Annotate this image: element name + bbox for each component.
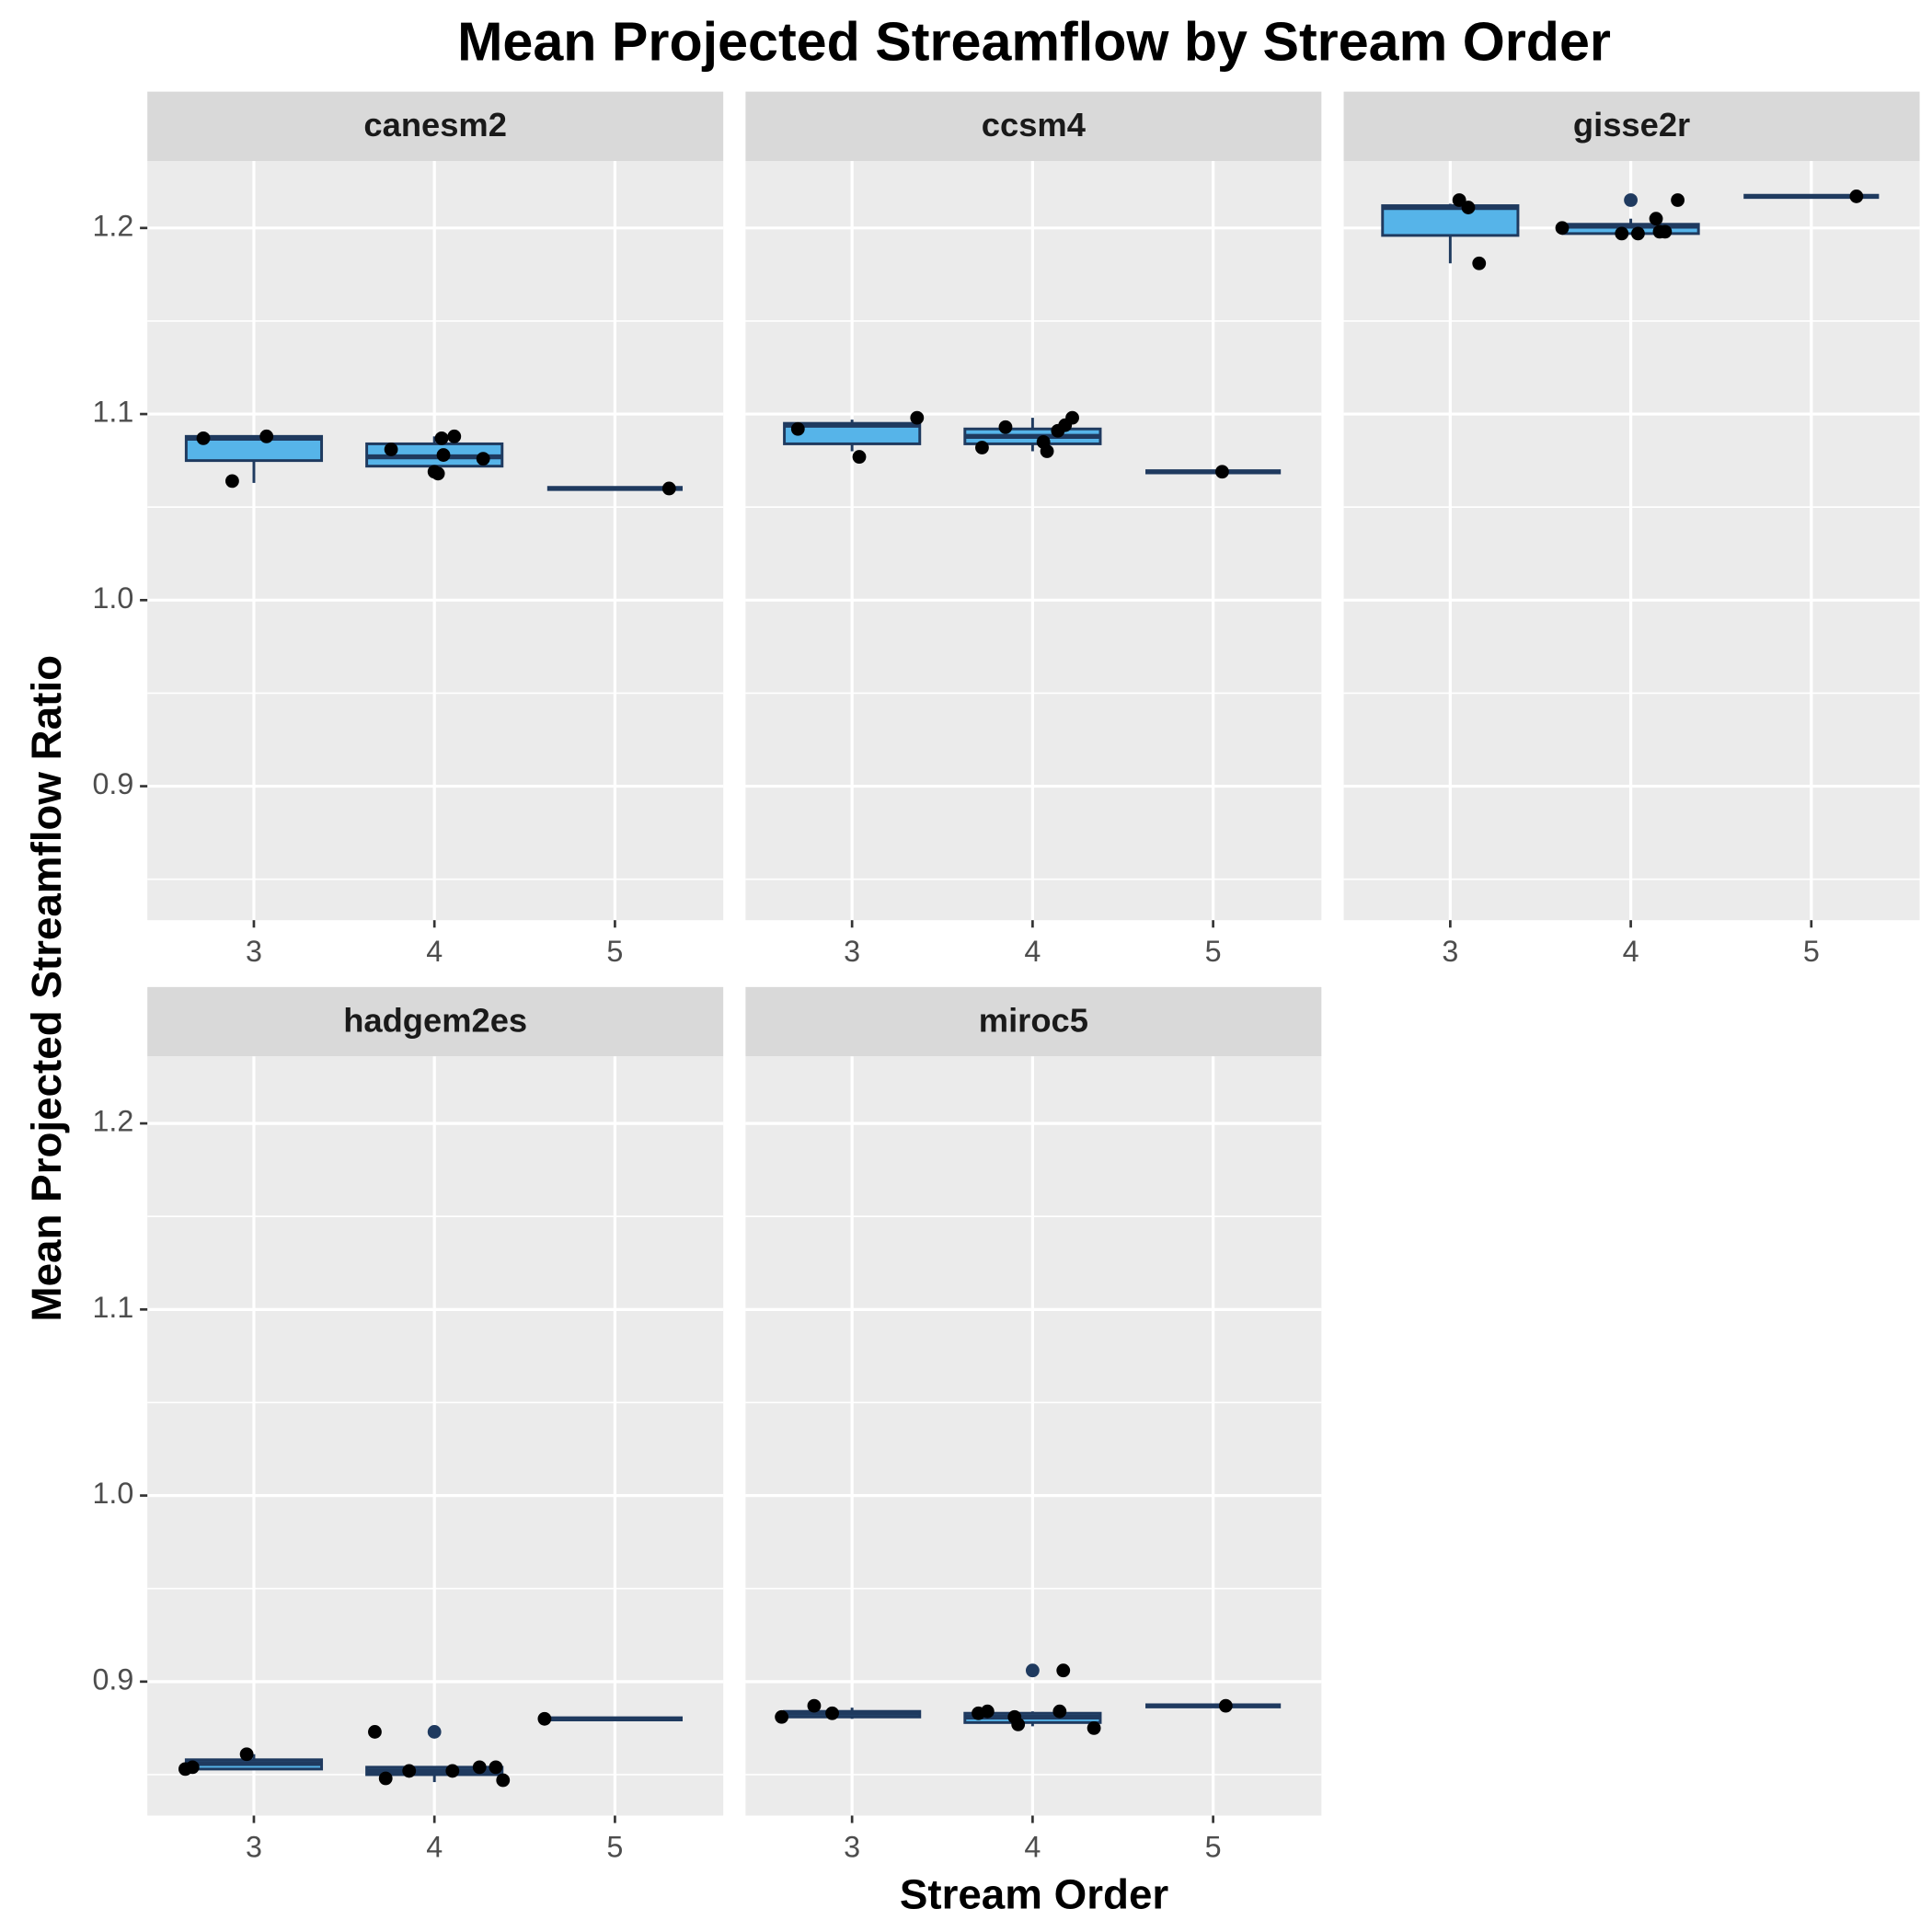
y-tick-label: 1.1 — [92, 396, 133, 429]
x-tick-label: 5 — [606, 935, 623, 968]
point — [434, 431, 449, 445]
facet: miroc5 3 4 5 — [745, 986, 1322, 1863]
point — [1087, 1720, 1101, 1735]
point — [239, 1747, 254, 1762]
facet: hadgem2es 3 4 5 0.9 1.0 1.1 1.2 — [92, 986, 724, 1863]
point — [225, 474, 239, 489]
point — [775, 1709, 789, 1724]
x-tick-label: 5 — [606, 1830, 623, 1863]
box — [1381, 204, 1520, 237]
point — [259, 429, 274, 443]
point — [1658, 224, 1673, 239]
x-tick-label: 4 — [1024, 1830, 1041, 1863]
x-tick-label: 3 — [246, 1830, 262, 1863]
point — [537, 1711, 552, 1726]
x-axis-label: Stream Order — [900, 1870, 1169, 1917]
point — [476, 452, 490, 466]
point — [1615, 226, 1629, 241]
point — [489, 1760, 503, 1775]
strip — [745, 91, 1322, 161]
x-tick-label: 4 — [1623, 935, 1639, 968]
strip — [147, 986, 724, 1057]
point — [790, 421, 805, 436]
point — [807, 1698, 822, 1713]
point — [1649, 212, 1663, 226]
x-tick-label: 3 — [844, 935, 860, 968]
y-axis-label: Mean Projected Streamflow Ratio — [23, 655, 70, 1322]
x-tick-label: 4 — [1024, 935, 1041, 968]
point — [368, 1725, 382, 1739]
outlier — [427, 1725, 442, 1739]
point — [185, 1760, 200, 1775]
point — [1631, 226, 1645, 241]
point — [998, 420, 1013, 434]
facet: canesm2 3 4 5 0.9 1.0 1.1 1.2 — [92, 91, 724, 968]
point — [661, 481, 676, 496]
facet-title: miroc5 — [979, 1002, 1088, 1040]
y-tick-label: 1.0 — [92, 1477, 133, 1510]
point — [472, 1760, 487, 1775]
point — [402, 1764, 417, 1778]
x-tick-label: 5 — [1803, 935, 1820, 968]
point — [1065, 410, 1079, 425]
point — [980, 1704, 995, 1719]
x-tick-label: 5 — [1205, 1830, 1222, 1863]
y-tick-label: 1.1 — [92, 1291, 133, 1324]
strip — [147, 91, 724, 161]
facet-title: hadgem2es — [343, 1002, 527, 1040]
y-tick-label: 0.9 — [92, 767, 133, 800]
x-tick-label: 3 — [844, 1830, 860, 1863]
facet-title: canesm2 — [363, 106, 507, 144]
x-tick-label: 3 — [246, 935, 262, 968]
x-tick-label: 4 — [426, 935, 443, 968]
facet: gisse2r 3 4 5 — [1343, 91, 1920, 968]
strip — [1343, 91, 1920, 161]
point — [1040, 444, 1054, 458]
point — [431, 466, 445, 481]
point — [1452, 193, 1466, 207]
point — [1472, 256, 1487, 270]
point — [1555, 221, 1570, 236]
point — [1052, 1704, 1067, 1719]
point — [196, 431, 211, 445]
facet-title: ccsm4 — [982, 106, 1087, 144]
point — [1215, 465, 1229, 479]
strip — [745, 986, 1322, 1057]
point — [910, 410, 925, 425]
point — [825, 1706, 839, 1720]
point — [975, 441, 989, 454]
point — [1461, 201, 1476, 214]
point — [1849, 190, 1864, 203]
point — [1056, 1663, 1071, 1678]
point — [445, 1764, 460, 1778]
point — [436, 448, 451, 462]
x-tick-label: 3 — [1442, 935, 1458, 968]
point — [496, 1773, 511, 1788]
y-tick-label: 1.2 — [92, 209, 133, 242]
y-tick-label: 1.0 — [92, 581, 133, 615]
x-tick-label: 4 — [426, 1830, 443, 1863]
point — [1671, 193, 1685, 207]
outlier — [1025, 1663, 1040, 1678]
y-tick-label: 1.2 — [92, 1105, 133, 1138]
y-tick-label: 0.9 — [92, 1662, 133, 1696]
facet: ccsm4 3 4 5 — [745, 91, 1322, 968]
point — [1218, 1698, 1233, 1713]
facet-title: gisse2r — [1573, 106, 1690, 144]
chart-title: Mean Projected Streamflow by Stream Orde… — [457, 10, 1611, 72]
point — [378, 1771, 393, 1786]
point — [384, 443, 398, 456]
point — [447, 429, 462, 443]
x-tick-label: 5 — [1205, 935, 1222, 968]
outlier — [1624, 193, 1638, 207]
point — [1011, 1717, 1026, 1731]
point — [852, 450, 867, 464]
